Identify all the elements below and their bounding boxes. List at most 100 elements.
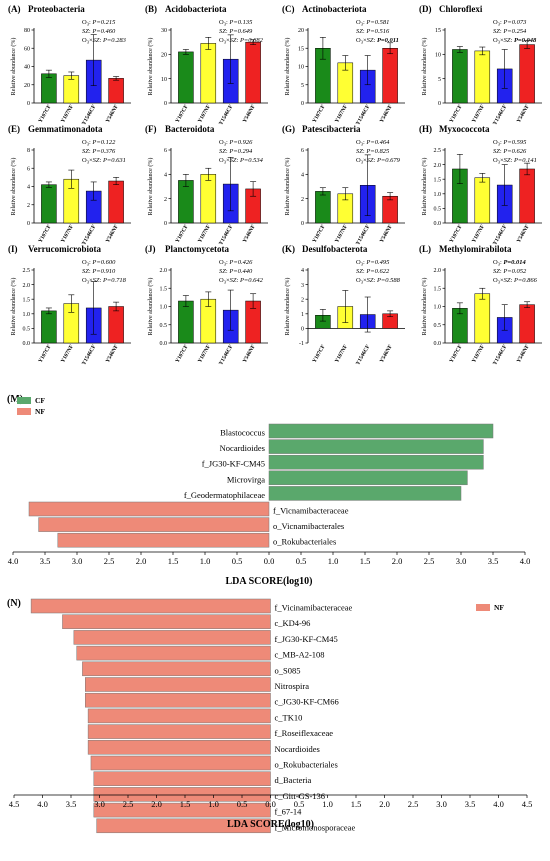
lda-bar-label: c_MB-A2-108 — [275, 650, 325, 660]
x-tick-label: Y107CF — [312, 343, 327, 363]
panel-title: Gemmatimonadota — [28, 124, 103, 134]
lda-bar — [38, 517, 270, 532]
x-tick-label: Y546NF — [242, 223, 257, 243]
x-tick-label: Y1546CF — [81, 343, 98, 366]
lda-bar — [87, 740, 271, 755]
y-tick-label: 6 — [301, 148, 304, 154]
lda-bar — [82, 661, 271, 677]
y-tick-label: 1.5 — [23, 297, 31, 303]
y-axis-label: Relative abundance (%) — [284, 158, 291, 216]
x-tick-label: Y107NF — [197, 223, 212, 243]
legend-label: NF — [35, 407, 45, 416]
y-axis-label: Relative abundance (%) — [10, 38, 17, 96]
y-tick-label: 2.0 — [23, 283, 31, 289]
stat-line: O3×SZ: P=0.534 — [219, 157, 264, 165]
x-tick-label: 1.0 — [322, 799, 333, 809]
bar-y107cf — [41, 73, 57, 104]
x-tick-label: 2.0 — [392, 556, 403, 566]
lda-bar-label: f_Vicnamibacteraceae — [273, 506, 349, 516]
stat-line: O3: P=0.495 — [356, 259, 390, 267]
y-axis-label: Relative abundance (%) — [10, 278, 17, 336]
x-tick-label: 0.5 — [296, 556, 307, 566]
x-tick-label: 4.5 — [9, 799, 20, 809]
stat-line: O3: P=0.581 — [356, 19, 389, 27]
x-axis-label: LDA SCORE(log10) — [227, 819, 314, 830]
x-tick-label: 4.0 — [520, 556, 531, 566]
y-tick-label: 8 — [27, 148, 30, 154]
x-tick-label: 2.5 — [123, 799, 134, 809]
lda-bar-label: o_S085 — [275, 665, 301, 675]
y-tick-label: 0.5 — [434, 323, 442, 329]
stat-line: O3×SZ: P=0.631 — [82, 157, 126, 165]
panel-label: (B) — [145, 4, 157, 14]
stat-line: SZ: P=0.440 — [219, 268, 253, 275]
y-tick-label: 10 — [298, 65, 304, 71]
lda-bar-label: Nocardioides — [275, 744, 320, 754]
x-tick-label: 1.0 — [328, 556, 339, 566]
lda-bar — [85, 692, 271, 708]
x-tick-label: 2.5 — [408, 799, 419, 809]
x-tick-label: 4.0 — [37, 799, 48, 809]
lda-bar-label: c_TK10 — [275, 712, 303, 722]
panel-title: Proteobacteria — [28, 4, 85, 14]
y-axis-label: Relative abundance (%) — [147, 158, 154, 216]
panel-label: (N) — [7, 598, 21, 609]
stat-line: O3: P=0.073 — [493, 19, 527, 27]
y-tick-label: 60 — [24, 46, 30, 52]
x-tick-label: 2.0 — [151, 799, 162, 809]
x-tick-label: 1.5 — [351, 799, 362, 809]
x-tick-label: Y1546CF — [81, 103, 98, 126]
panel-label: (H) — [419, 124, 432, 134]
x-tick-label: Y107NF — [60, 103, 75, 123]
stat-line: SZ: P=0.294 — [219, 148, 253, 155]
y-tick-label: 1.0 — [160, 305, 168, 311]
bar-y107cf — [41, 310, 57, 344]
y-axis-label: Relative abundance (%) — [284, 278, 291, 336]
stat-line: O3×SZ: P=0.718 — [82, 277, 127, 285]
y-tick-label: 1 — [301, 312, 304, 318]
lda-bar-label: f_Geodermatophilaceae — [184, 490, 265, 500]
y-tick-label: 2 — [301, 197, 304, 203]
y-tick-label: 0 — [301, 101, 304, 107]
panel-title: Methylomirabilota — [439, 244, 512, 254]
bar-y546nf — [519, 44, 535, 104]
legend-swatch-cf — [17, 397, 31, 404]
lda-bar-label: f_67-14 — [275, 807, 303, 817]
x-tick-label: 3.0 — [72, 556, 83, 566]
lda-bar-label: Blastococcus — [220, 428, 265, 438]
panel-title: Verrucomicrobiota — [28, 244, 101, 254]
bar-y546nf — [108, 306, 124, 344]
x-tick-label: 0.5 — [232, 556, 243, 566]
lda-bar — [268, 470, 468, 486]
y-tick-label: 2 — [301, 297, 304, 303]
bar-y546nf — [108, 180, 124, 224]
y-tick-label: 1.0 — [434, 192, 442, 198]
y-tick-label: 1.0 — [434, 305, 442, 311]
stat-line: SZ: P=0.649 — [219, 28, 253, 35]
panel-title: Patescibacteria — [302, 124, 361, 134]
bar-y107cf — [178, 300, 194, 344]
x-tick-label: Y546NF — [105, 343, 120, 363]
stat-line: O3: P=0.926 — [219, 139, 253, 147]
lda-bar-label: o_Rokubacteriales — [275, 760, 338, 770]
lda-bar-label: o_Vicnamibacterales — [273, 521, 344, 531]
y-tick-label: 10 — [161, 77, 167, 83]
x-tick-label: Y107NF — [334, 343, 349, 363]
stat-line: SZ: P=0.052 — [493, 268, 527, 275]
lda-bar — [268, 486, 462, 501]
x-tick-label: Y107NF — [197, 103, 212, 123]
x-tick-label: 1.5 — [180, 799, 191, 809]
lda-bar-label: o_Rokubacteriales — [273, 537, 336, 547]
lda-bar — [93, 771, 271, 786]
legend-label: NF — [494, 603, 504, 612]
lda-bar — [90, 755, 271, 771]
y-tick-label: 80 — [24, 28, 30, 34]
stat-line: O3: P=0.122 — [82, 139, 116, 147]
